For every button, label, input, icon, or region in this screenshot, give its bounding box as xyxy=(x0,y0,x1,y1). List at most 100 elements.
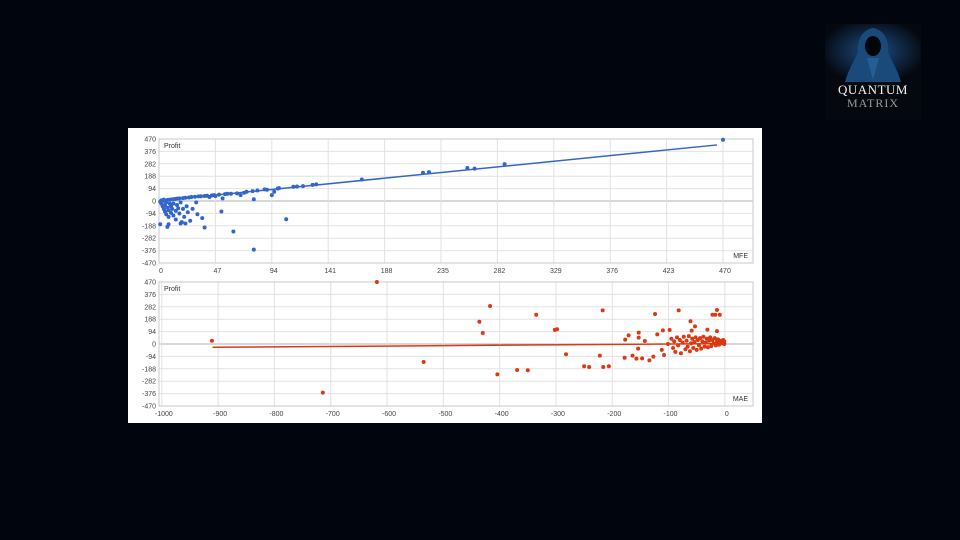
x-tick-label: -300 xyxy=(551,411,565,418)
data-point xyxy=(701,334,706,339)
y-tick-label: 0 xyxy=(152,342,156,349)
data-point xyxy=(710,312,715,317)
chart-panel: 470 376 282 188 94 0 -94 -188 -282 -376 -470 0 47 94 1… xyxy=(128,128,762,423)
data-point xyxy=(220,196,225,201)
logo-line2: MATRIX xyxy=(846,96,899,110)
y-tick-label: 0 xyxy=(152,199,156,206)
x-tick-label: -400 xyxy=(495,411,509,418)
x-tick-label: -200 xyxy=(607,411,621,418)
x-tick-label: 329 xyxy=(550,268,562,275)
data-point xyxy=(177,211,182,216)
data-point xyxy=(166,208,171,213)
data-point xyxy=(219,209,224,214)
data-point xyxy=(659,347,664,352)
y-tick-label: -282 xyxy=(142,236,156,243)
data-point xyxy=(525,368,530,373)
data-point xyxy=(673,349,678,354)
x-tick-label: 141 xyxy=(324,268,336,275)
data-point xyxy=(622,355,627,360)
data-point xyxy=(712,336,717,341)
data-point xyxy=(707,338,712,343)
data-point xyxy=(667,328,672,333)
data-point xyxy=(238,193,243,198)
x-tick-label: 0 xyxy=(725,411,729,418)
data-point xyxy=(636,335,641,340)
data-point xyxy=(164,212,169,217)
y-tick-label: 470 xyxy=(144,280,156,287)
y-tick-label: 470 xyxy=(144,137,156,144)
data-point xyxy=(587,364,592,369)
y-tick-label: -282 xyxy=(142,379,156,386)
x-tick-label: -1000 xyxy=(155,411,173,418)
data-point xyxy=(182,214,187,219)
y-tick-label: 188 xyxy=(144,317,156,324)
data-point xyxy=(683,347,688,352)
data-point xyxy=(676,308,681,313)
x-tick-label: 188 xyxy=(381,268,393,275)
data-point xyxy=(655,332,660,337)
data-point xyxy=(178,200,183,205)
x-axis-label: MFE xyxy=(733,253,748,260)
data-point xyxy=(691,345,696,350)
data-point xyxy=(687,349,692,354)
x-tick-label: 376 xyxy=(606,268,618,275)
x-tick-label: -500 xyxy=(438,411,452,418)
data-point xyxy=(685,344,690,349)
data-point xyxy=(694,347,699,352)
data-point xyxy=(672,339,677,344)
x-tick-label: 235 xyxy=(437,268,449,275)
data-point xyxy=(653,312,658,317)
data-point xyxy=(702,344,707,349)
data-point xyxy=(693,335,698,340)
data-point xyxy=(686,334,691,339)
x-tick-label: -900 xyxy=(213,411,227,418)
hooded-figure-icon xyxy=(825,24,921,84)
data-point xyxy=(515,367,520,372)
data-point xyxy=(194,200,199,205)
data-point xyxy=(606,364,611,369)
plot-area xyxy=(158,281,754,407)
data-point xyxy=(170,206,175,211)
data-point xyxy=(716,337,721,342)
data-point xyxy=(534,312,539,317)
y-tick-label: 94 xyxy=(148,186,156,193)
data-point xyxy=(717,312,722,317)
x-tick-label: -600 xyxy=(382,411,396,418)
data-point xyxy=(374,280,379,284)
data-point xyxy=(200,216,205,221)
x-tick-label: 0 xyxy=(159,268,163,275)
data-point xyxy=(582,364,587,369)
data-point xyxy=(671,345,676,350)
x-tick-label: -800 xyxy=(269,411,283,418)
y-tick-label: 94 xyxy=(148,329,156,336)
x-tick-label: -100 xyxy=(664,411,678,418)
data-point xyxy=(502,162,507,167)
data-point xyxy=(684,338,689,343)
data-point xyxy=(175,202,179,207)
data-point xyxy=(272,189,277,194)
data-point xyxy=(647,358,652,363)
x-axis-label: MAE xyxy=(733,396,749,403)
data-point xyxy=(251,197,256,202)
data-point xyxy=(640,356,645,361)
data-point xyxy=(690,336,695,341)
y-tick-label: -94 xyxy=(146,354,156,361)
data-point xyxy=(693,324,698,329)
data-point xyxy=(202,225,207,230)
data-point xyxy=(630,353,635,358)
y-tick-label: -376 xyxy=(142,391,156,398)
data-point xyxy=(190,206,195,211)
data-point xyxy=(179,220,184,225)
data-point xyxy=(662,352,667,357)
x-tick-label: 423 xyxy=(663,268,675,275)
y-tick-label: -94 xyxy=(146,211,156,218)
data-point xyxy=(171,213,176,218)
data-point xyxy=(623,337,628,342)
data-point xyxy=(251,247,256,252)
data-point xyxy=(642,338,647,343)
data-point xyxy=(713,312,718,317)
mae-chart: 470376282188940-94-188-282-376-470-1000-… xyxy=(142,280,754,418)
data-point xyxy=(185,210,190,215)
data-point xyxy=(660,328,665,333)
